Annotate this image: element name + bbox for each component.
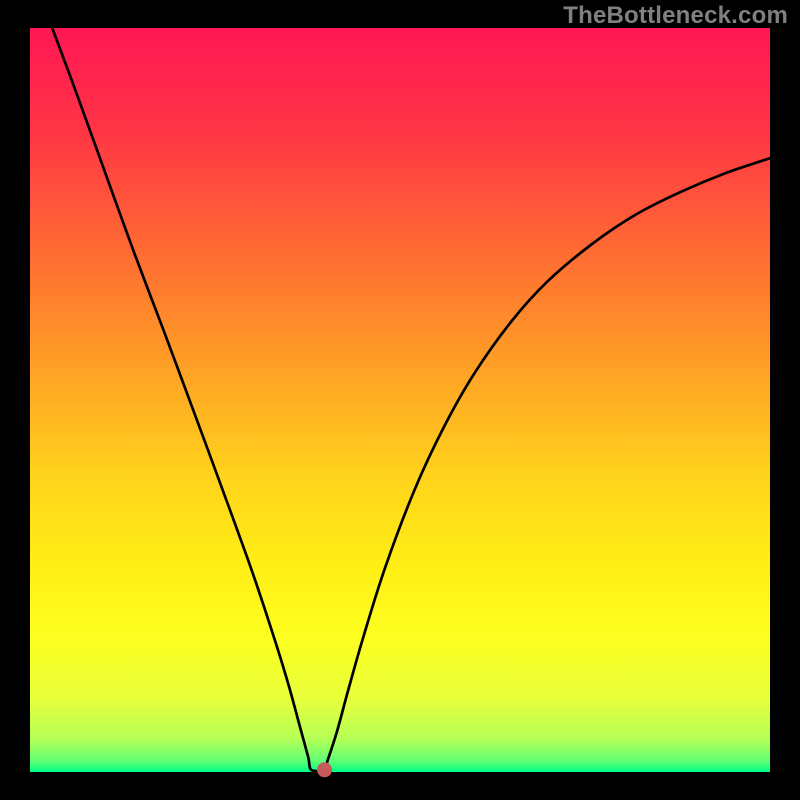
watermark-text: TheBottleneck.com bbox=[563, 2, 788, 30]
chart-stage: TheBottleneck.com bbox=[0, 0, 800, 800]
optimum-marker bbox=[317, 762, 332, 777]
plot-background bbox=[30, 28, 770, 772]
chart-svg bbox=[0, 0, 800, 800]
